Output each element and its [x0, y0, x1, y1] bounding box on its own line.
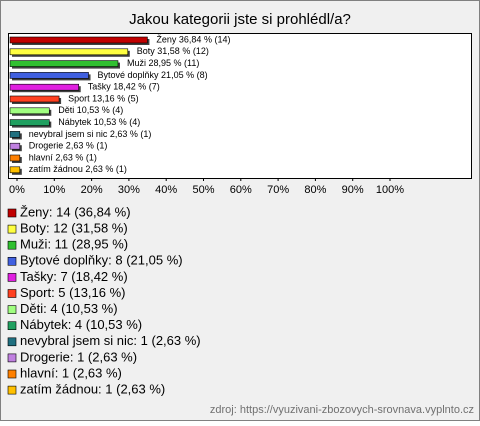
legend-swatch — [7, 289, 17, 298]
x-tick-label: 100% — [376, 184, 404, 196]
bar — [9, 131, 21, 138]
data-label: nevybral jsem si nic 2,63 % (1) — [29, 129, 152, 139]
legend-swatch — [7, 337, 17, 347]
bar — [9, 60, 119, 67]
source: zdroj: https://vyuzivani-zbozovych-srovn… — [210, 404, 474, 416]
x-tick-label: 90% — [342, 184, 364, 196]
x-tick-label: 0% — [9, 184, 25, 196]
bar — [9, 107, 50, 115]
x-tick-label: 10% — [43, 184, 65, 196]
data-label: Ženy 36,84 % (14) — [156, 34, 230, 44]
bar — [9, 83, 80, 91]
legend-swatch — [7, 321, 17, 331]
x-tick-label: 80% — [304, 184, 326, 196]
data-label: Drogerie 2,63 % (1) — [29, 141, 108, 151]
legend-label: Drogerie: 1 (2,63 %) — [20, 349, 137, 364]
legend-label: Ženy: 14 (36,84 %) — [20, 204, 131, 219]
x-tick-label: 30% — [118, 184, 140, 196]
x-tick-label: 20% — [81, 184, 103, 196]
data-label: Bytové doplňky 21,05 % (8) — [98, 70, 208, 80]
bar — [9, 72, 89, 79]
legend-label: Muži: 11 (28,95 %) — [20, 237, 128, 252]
data-label: Muži 28,95 % (11) — [127, 58, 199, 68]
legend-label: Děti: 4 (10,53 %) — [20, 301, 118, 316]
legend-swatch — [7, 353, 17, 363]
legend-label: Bytové doplňky: 8 (21,05 %) — [20, 253, 183, 268]
data-label: Boty 31,58 % (12) — [137, 46, 209, 56]
legend-swatch — [7, 256, 17, 266]
data-label: Tašky 18,42 % (7) — [88, 82, 160, 92]
legend-swatch — [7, 273, 17, 282]
bar — [9, 142, 21, 150]
legend-swatch — [7, 369, 17, 379]
bar — [9, 166, 21, 174]
legend-swatch — [7, 224, 17, 234]
legend-swatch — [7, 305, 17, 314]
legend-swatch — [7, 385, 17, 395]
legend-label: Boty: 12 (31,58 %) — [20, 221, 128, 236]
x-tick-label: 70% — [267, 184, 289, 196]
chart-title: Jakou kategorii jste si prohlédl/a? — [129, 11, 351, 28]
legend-label: nevybral jsem si nic: 1 (2,63 %) — [20, 333, 201, 348]
bar — [9, 48, 129, 56]
data-label: zatím žádnou 2,63 % (1) — [29, 164, 127, 174]
data-label: Děti 10,53 % (4) — [58, 105, 123, 115]
data-label: Nábytek 10,53 % (4) — [58, 117, 140, 127]
bar — [9, 95, 60, 103]
legend-label: Nábytek: 4 (10,53 %) — [20, 317, 142, 332]
bar — [9, 154, 21, 162]
bar — [9, 119, 50, 126]
legend-label: Sport: 5 (13,16 %) — [20, 285, 126, 300]
legend-label: hlavní: 1 (2,63 %) — [20, 365, 122, 380]
data-label: Sport 13,16 % (5) — [68, 93, 139, 103]
x-tick-label: 60% — [230, 184, 252, 196]
plot-area — [8, 33, 472, 179]
data-label: hlavní 2,63 % (1) — [29, 152, 97, 162]
legend-label: Tašky: 7 (18,42 %) — [20, 269, 128, 284]
x-tick-label: 40% — [155, 184, 177, 196]
legend-swatch — [7, 240, 17, 250]
legend-label: zatím žádnou: 1 (2,63 %) — [20, 382, 165, 397]
x-tick-label: 50% — [192, 184, 214, 196]
bar — [9, 36, 148, 44]
legend-swatch — [7, 208, 17, 218]
